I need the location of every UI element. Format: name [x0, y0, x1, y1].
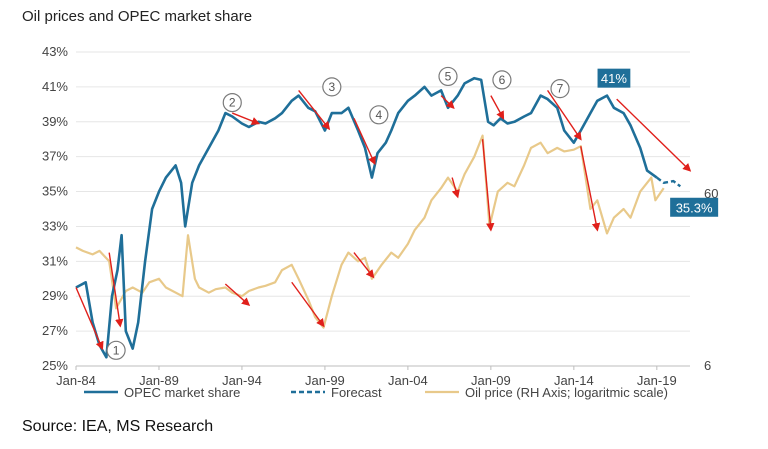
legend-label: Forecast	[331, 385, 382, 400]
trend-arrow	[298, 89, 331, 131]
y-tick-label: 27%	[42, 323, 68, 338]
y-tick-label: 35%	[42, 184, 68, 199]
x-tick-label: Jan-09	[471, 373, 511, 388]
trend-arrow	[616, 98, 692, 172]
y-tick-label: 31%	[42, 253, 68, 268]
trend-arrow	[75, 287, 104, 351]
trend-arrow	[440, 95, 455, 109]
annotation-number: 1	[113, 343, 120, 357]
y-axis-right: 6 60	[704, 186, 718, 373]
legend-label: Oil price (RH Axis; logaritmic scale)	[465, 385, 668, 400]
value-badges: 41% 35.3%	[597, 68, 719, 217]
trend-arrow	[546, 89, 582, 141]
annotation-number: 7	[557, 82, 564, 96]
annotation-number: 4	[376, 108, 383, 122]
y-tick-label: 43%	[42, 44, 68, 59]
annotation-circle	[106, 340, 126, 360]
x-tick-label: Jan-04	[388, 373, 428, 388]
x-axis: Jan-84 Jan-89 Jan-94 Jan-99 Jan-04 Jan-09 Jan-…	[56, 365, 690, 388]
y-axis-left: 25% 27% 29% 31% 33% 35% 37% 39% 41% 43%	[42, 44, 68, 373]
oil-price-line	[75, 134, 665, 329]
annotation-circle	[222, 92, 242, 113]
legend-label: OPEC market share	[124, 385, 240, 400]
value-badge	[597, 68, 631, 88]
annotation-number: 2	[229, 96, 236, 110]
trend-arrow	[108, 252, 124, 328]
value-badge-text: 35.3%	[676, 200, 713, 215]
x-tick-label: Jan-84	[56, 373, 96, 388]
x-tick-label: Jan-94	[222, 373, 262, 388]
y-tick-label: 37%	[42, 149, 68, 164]
y-right-tick-label: 6	[704, 358, 711, 373]
trend-arrow	[490, 95, 505, 120]
annotation-markers: 1 2 3 4 5 6 7	[106, 66, 570, 360]
x-tick-label: Jan-99	[305, 373, 345, 388]
annotation-number: 3	[328, 80, 335, 94]
trend-arrow	[580, 146, 601, 232]
x-tick-label: Jan-19	[637, 373, 677, 388]
y-tick-label: 33%	[42, 218, 68, 233]
legend: OPEC market share Forecast Oil price (RH A…	[84, 385, 668, 400]
opec-market-share-line	[75, 76, 658, 359]
value-badge	[670, 197, 719, 217]
x-tick-label: Jan-14	[554, 373, 594, 388]
trend-arrow	[353, 117, 376, 166]
forecast-line	[656, 176, 682, 188]
annotation-circle	[369, 105, 389, 125]
annotation-circle	[492, 70, 512, 90]
annotation-circle	[550, 79, 570, 99]
trend-arrow	[232, 112, 261, 125]
trend-arrow	[481, 139, 495, 232]
source-note: Source: IEA, MS Research	[22, 418, 214, 435]
annotation-number: 6	[499, 73, 506, 87]
trend-arrow	[224, 283, 251, 307]
annotation-circle	[322, 77, 342, 97]
y-tick-label: 39%	[42, 114, 68, 129]
y-tick-label: 41%	[42, 79, 68, 94]
trend-arrow	[291, 281, 325, 328]
y-tick-label: 29%	[42, 288, 68, 303]
x-tick-label: Jan-89	[139, 373, 179, 388]
annotation-number: 5	[445, 69, 452, 83]
y-right-tick-label: 60	[704, 186, 718, 201]
trend-arrow	[353, 252, 375, 279]
value-badge-text: 41%	[601, 71, 627, 86]
y-tick-label: 25%	[42, 358, 68, 373]
trend-arrows	[75, 89, 692, 351]
series-lines	[75, 76, 682, 359]
chart-title: Oil prices and OPEC market share	[22, 8, 253, 25]
trend-arrow	[451, 177, 460, 199]
annotation-circle	[438, 66, 458, 87]
